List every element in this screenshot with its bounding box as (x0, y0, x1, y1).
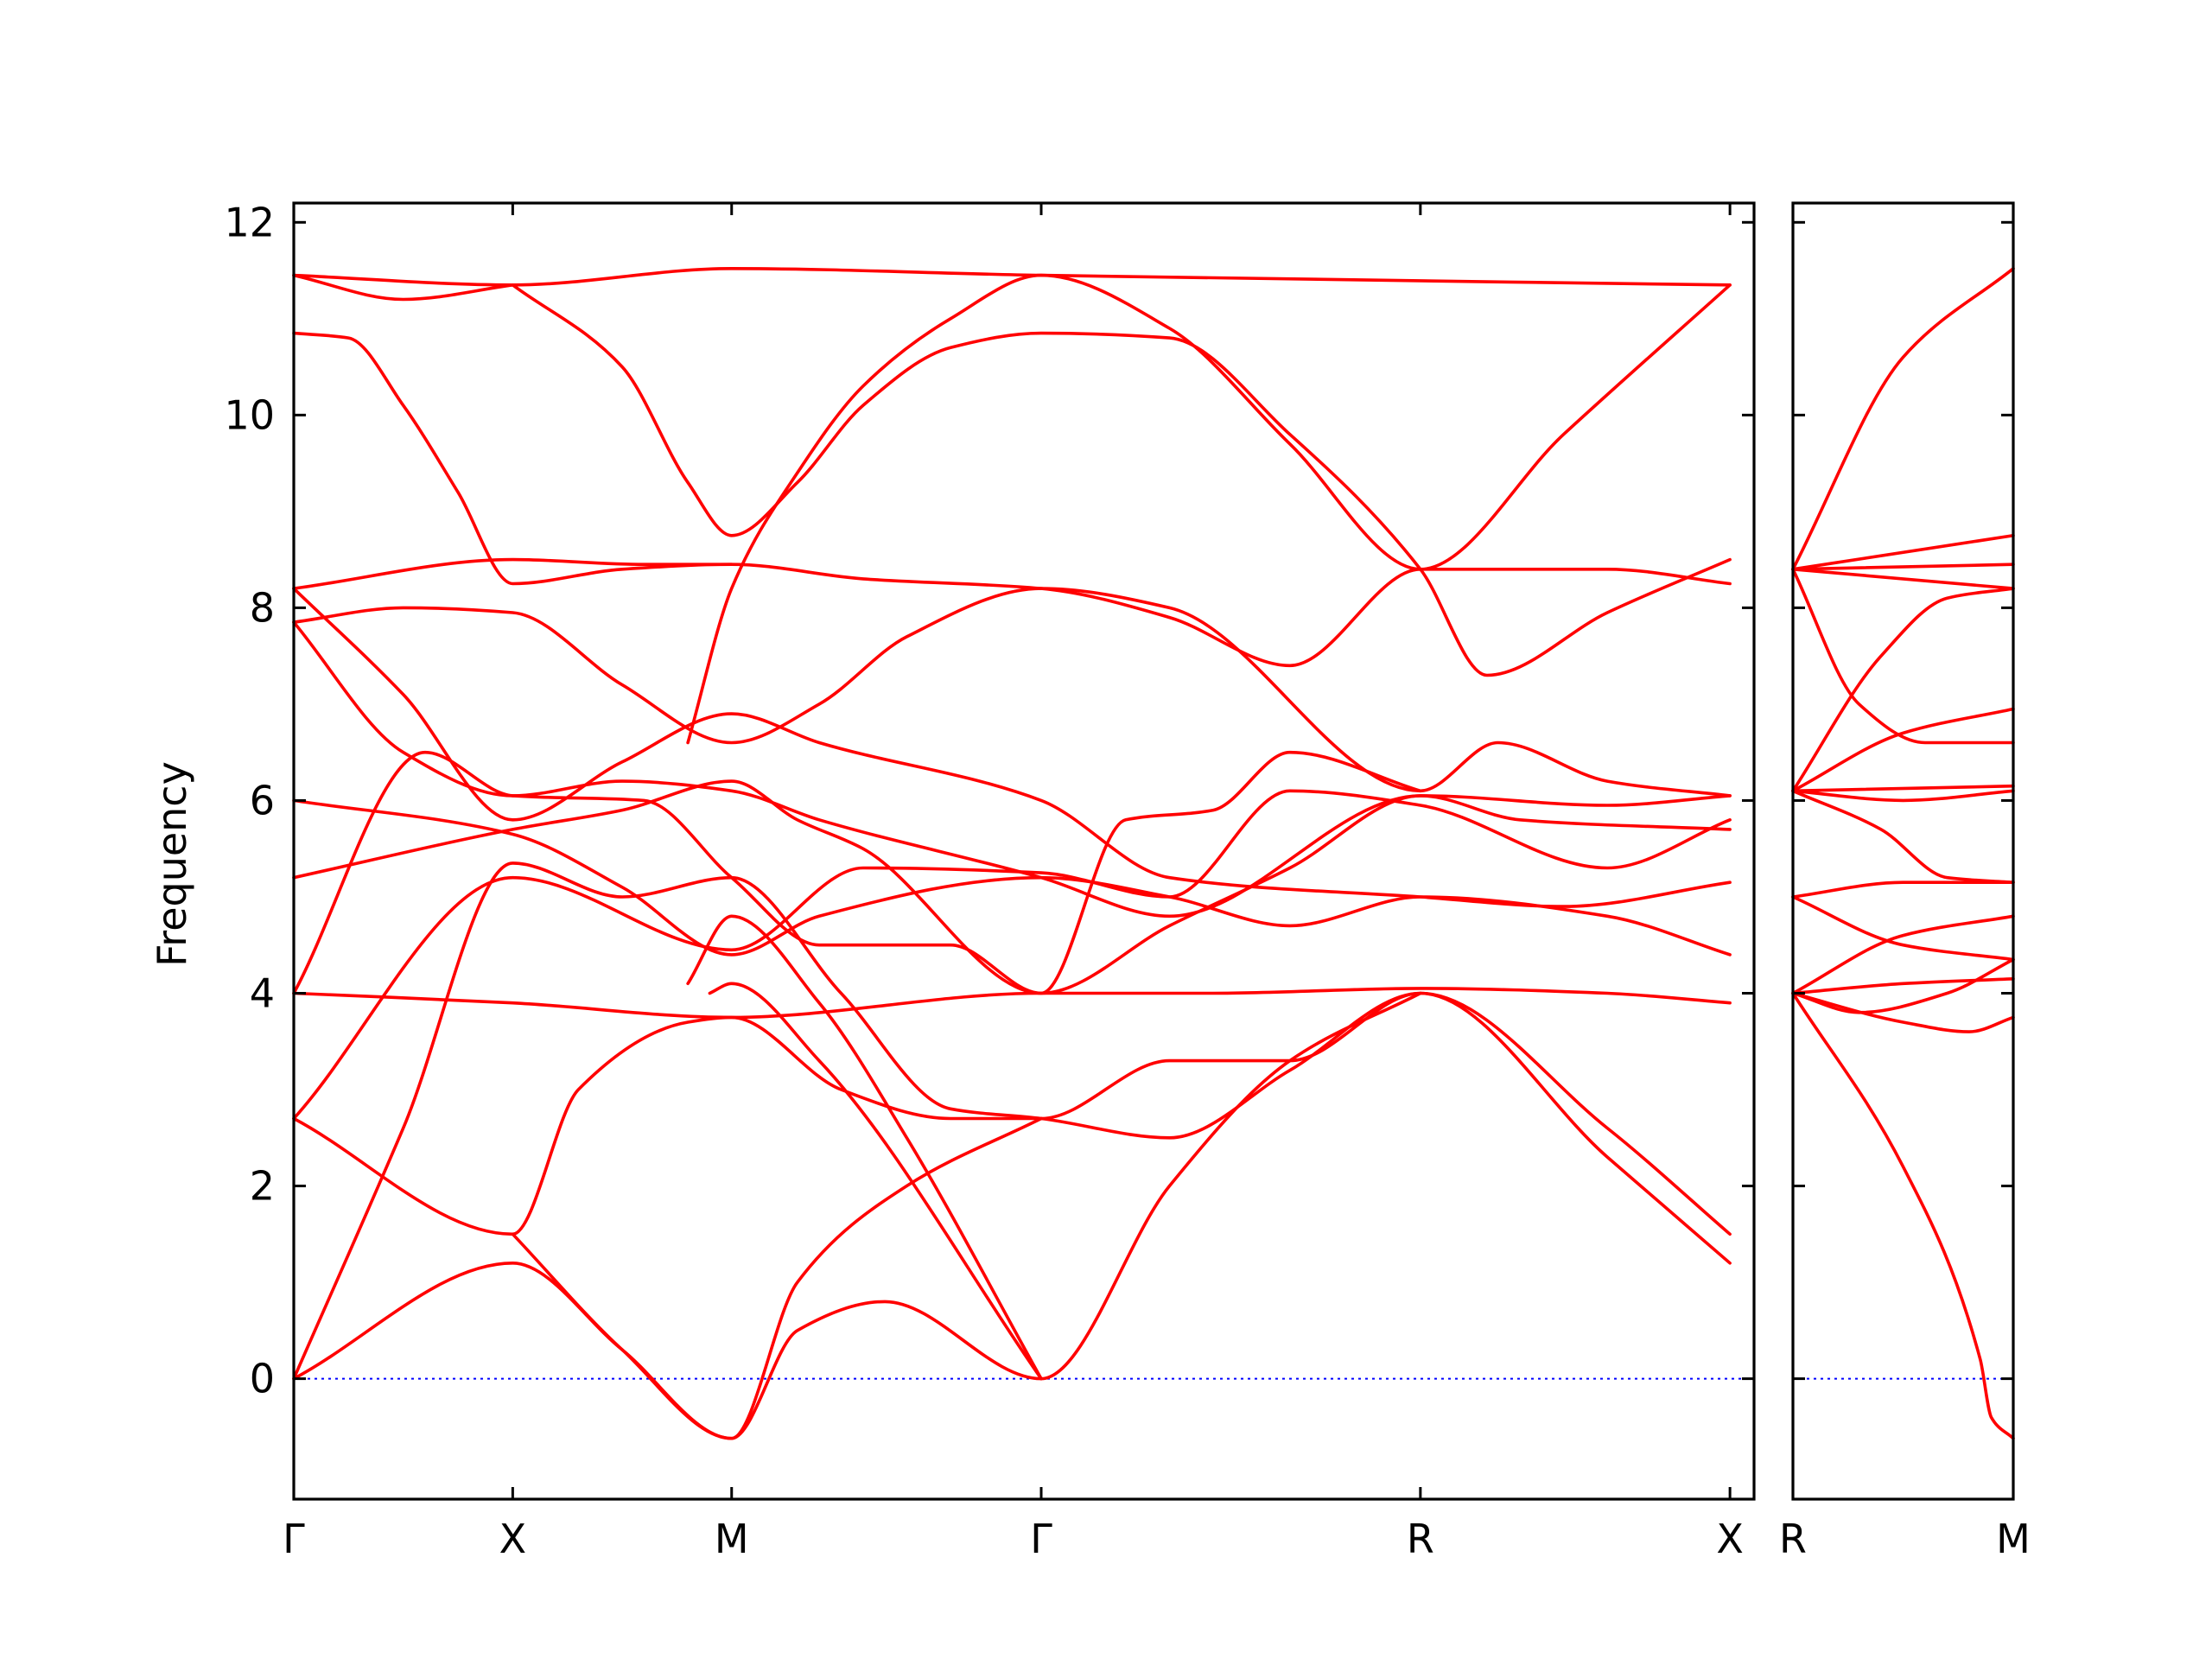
x-tick-label: X (499, 1516, 527, 1562)
band-line-14 (292, 987, 1732, 1020)
y-tick-label: 10 (224, 391, 275, 438)
y-tick-label: 6 (250, 777, 275, 823)
side-path-bands (1791, 267, 2015, 1440)
x-tick-label: M (1996, 1516, 2031, 1562)
band-line-10 (1791, 789, 2015, 884)
band-line-10 (292, 798, 1732, 957)
main-path-frame (292, 201, 1756, 1501)
band-line-8 (1791, 784, 2015, 793)
side-path-ticks (1791, 203, 2015, 1499)
band-line-6 (292, 557, 734, 590)
y-tick-label: 2 (250, 1163, 275, 1210)
x-tick-label: R (1779, 1516, 1807, 1562)
y-tick-label: 4 (250, 969, 275, 1016)
band-line-7 (292, 587, 1732, 798)
y-tick-label: 0 (250, 1356, 275, 1402)
band-line-6 (1791, 587, 2015, 793)
band-line-12 (1791, 895, 2015, 962)
side-path-frame (1791, 201, 2015, 1501)
band-line-16 (292, 991, 1732, 1265)
y-tick-labels: 0 2 4 6 8 10 12 (224, 199, 275, 1402)
x-tick-label: X (1716, 1516, 1744, 1562)
band-line-5 (1791, 568, 2015, 745)
band-line-5 (686, 273, 1732, 745)
main-path-ticks (292, 203, 1754, 1499)
band-line-1 (292, 267, 1732, 287)
band-line-16 (1791, 957, 2015, 1014)
band-line-1 (1791, 267, 2015, 571)
band-line-13 (292, 789, 1732, 1121)
band-line-19 (686, 914, 1043, 1381)
y-tick-label: 12 (224, 199, 275, 245)
main-path-bands (292, 267, 1732, 1440)
band-line-14 (1791, 977, 2015, 995)
band-line-18 (511, 1116, 1043, 1440)
band-line-8 (292, 587, 1732, 908)
band-line-4 (511, 283, 1732, 677)
band-line-17 (292, 991, 1422, 1440)
band-line-15 (1791, 991, 2015, 1033)
band-line-9 (292, 620, 1732, 918)
x-tick-label: Γ (1030, 1516, 1052, 1562)
band-line-15 (292, 861, 1732, 1381)
x-tick-label: Γ (283, 1516, 305, 1562)
y-tick-label: 8 (250, 584, 275, 631)
band-line-11 (292, 779, 1732, 995)
band-line-7 (1791, 707, 2015, 793)
band-line-12 (292, 750, 1422, 995)
band-line-2 (1791, 533, 2015, 571)
band-line-3 (292, 331, 1732, 668)
x-tick-label: R (1407, 1516, 1434, 1562)
band-line-17 (1791, 991, 2015, 1440)
main-path-panel: Γ X M Γ R X 0 2 4 6 8 10 12 (224, 199, 1756, 1562)
band-line-13 (1791, 914, 2015, 995)
band-line-2 (292, 273, 515, 302)
band-line-3 (1791, 563, 2015, 571)
x-tick-label: M (715, 1516, 749, 1562)
band-line-4 (1791, 567, 2015, 590)
band-line-9 (1791, 789, 2015, 803)
band-line-20 (708, 982, 1043, 1381)
band-line-11 (1791, 880, 2015, 899)
y-axis-title: Frequency (149, 761, 195, 967)
